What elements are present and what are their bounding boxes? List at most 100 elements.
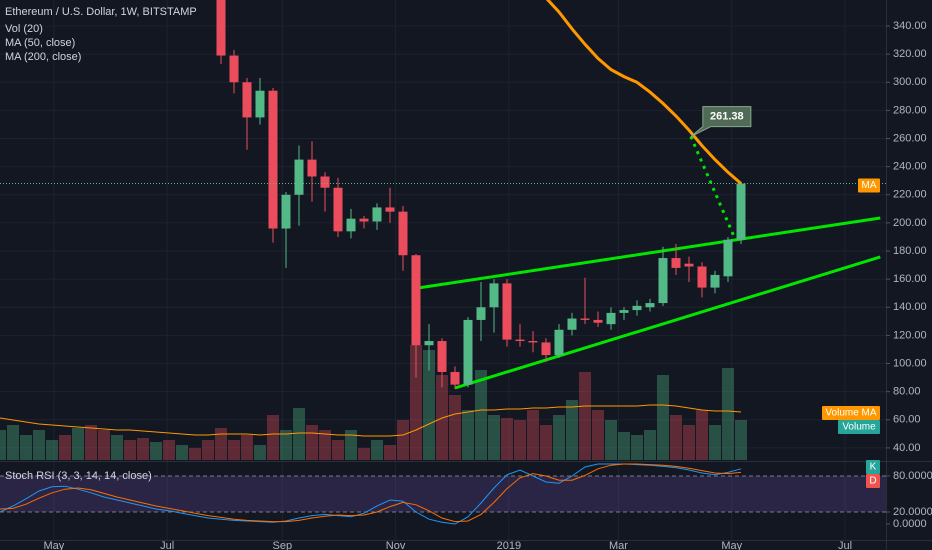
price-pane: 261.38 (0, 0, 886, 390)
stoch-line (0, 463, 742, 525)
volume-bar (98, 430, 110, 460)
candle-body (554, 329, 564, 356)
y-tick-label: 60.00 (893, 414, 921, 426)
x-tick-label: Jul (838, 540, 852, 550)
volume-bar (722, 368, 734, 460)
x-tick-label: May (721, 540, 742, 550)
legend-entry: MA (200, close) (5, 51, 81, 63)
volume-ma-badge-bg (822, 406, 880, 420)
volume-bar (111, 435, 123, 460)
candle-body (567, 318, 577, 330)
y-tick-label: 260.00 (893, 132, 927, 144)
volume-bar (202, 440, 214, 460)
volume-bar (46, 440, 58, 460)
volume-bar (7, 425, 19, 460)
volume-bar (488, 415, 500, 460)
candle-body (281, 194, 291, 229)
volume-ma-badge: Volume MA (825, 408, 876, 419)
stoch-band (0, 475, 886, 512)
volume-bar (306, 425, 318, 460)
candle-body (398, 211, 408, 256)
ma-line (545, 0, 742, 185)
volume-bar (605, 420, 617, 460)
x-tick-label: Mar (609, 540, 628, 550)
x-tick-label: Sep (272, 540, 292, 550)
volume-bar (319, 430, 331, 460)
candle-body (736, 183, 746, 240)
y-tick-label: 320.00 (893, 48, 927, 60)
volume-bar (20, 435, 32, 460)
candle-body (580, 318, 590, 320)
stoch-legend-bg (866, 460, 880, 474)
volume-bar (241, 435, 253, 460)
volume-bar (293, 408, 305, 460)
candle-body (593, 319, 603, 323)
volume-bar (462, 410, 474, 460)
volume-bar (189, 448, 201, 460)
x-tick-label: May (43, 540, 64, 550)
candle-body (645, 303, 655, 308)
volume-bar (631, 435, 643, 460)
volume-badge: Volume (842, 422, 876, 433)
candle-body (528, 341, 538, 343)
candle-body (450, 371, 460, 385)
stoch-pane (0, 463, 886, 525)
candle-body (320, 176, 330, 188)
volume-bar (592, 410, 604, 460)
candle-body (723, 239, 733, 277)
legend-entry: MA (50, close) (5, 37, 75, 49)
volume-bar (644, 430, 656, 460)
candle-body (463, 319, 473, 385)
candle-body (255, 90, 265, 118)
candle-body (229, 55, 239, 83)
volume-bar (566, 400, 578, 460)
volume-bar (527, 410, 539, 460)
volume-bar (0, 430, 6, 460)
trendline (417, 216, 881, 290)
y-tick-label: 120.00 (893, 329, 927, 341)
volume-bar (670, 415, 682, 460)
axes: 40.00 60.00 80.00 100.00 120.00 140.00 160.00 1… (43, 20, 932, 550)
y-tick-label: 100.00 (893, 357, 927, 369)
volume-bar (449, 395, 461, 460)
candle-body (424, 341, 434, 346)
x-tick-label: 2019 (497, 540, 521, 550)
stoch-line (0, 463, 742, 523)
candle-body (671, 258, 681, 268)
stoch-title: Stoch RSI (3, 3, 14, 14, close) (5, 470, 152, 482)
volume-bar (579, 372, 591, 460)
volume-bar (176, 445, 188, 460)
x-tick-label: Jul (160, 540, 174, 550)
volume-bar (345, 430, 357, 460)
candle-body (346, 218, 356, 232)
volume-bar (215, 428, 227, 460)
candle-body (502, 283, 512, 340)
ma-badge: MA (862, 180, 877, 191)
volume-bar (358, 448, 370, 460)
legend-entry: Vol (20) (5, 23, 43, 35)
volume-bar (683, 425, 695, 460)
annotation-label: 261.38 (710, 110, 744, 122)
y-tick-label: 220.00 (893, 189, 927, 201)
stoch-legend: K (870, 462, 877, 473)
volume-bar (540, 425, 552, 460)
y-tick-label: 40.00 (893, 442, 921, 454)
y-tick-label: 280.00 (893, 104, 927, 116)
volume-bar (33, 430, 45, 460)
annotation-line (689, 135, 737, 241)
volume-bar (163, 440, 175, 460)
candle-body (489, 283, 499, 308)
volume-bar (332, 440, 344, 460)
candle-body (515, 339, 525, 342)
candle-body (606, 312, 616, 325)
candle-body (359, 218, 369, 222)
candle-body (541, 342, 551, 356)
volume-bar (59, 435, 71, 460)
candle-body (294, 159, 304, 195)
volume-bar (709, 425, 721, 460)
volume-bar (384, 445, 396, 460)
volume-bar (228, 440, 240, 460)
annotation-box (690, 106, 752, 138)
